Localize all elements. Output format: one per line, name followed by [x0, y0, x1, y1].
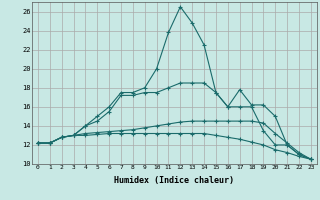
X-axis label: Humidex (Indice chaleur): Humidex (Indice chaleur) — [115, 176, 234, 185]
